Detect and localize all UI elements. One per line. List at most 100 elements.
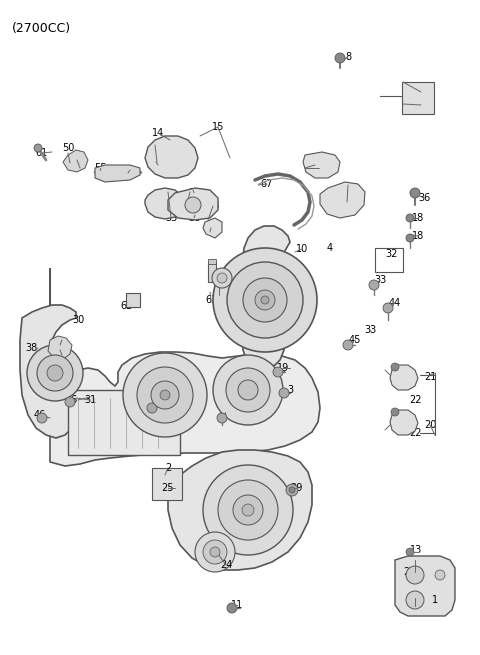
Text: 3: 3 xyxy=(287,385,293,395)
Text: 69: 69 xyxy=(146,413,158,423)
Circle shape xyxy=(242,504,254,516)
Circle shape xyxy=(279,388,289,398)
Bar xyxy=(68,390,180,455)
Polygon shape xyxy=(168,450,312,570)
Text: 10: 10 xyxy=(296,244,308,254)
Circle shape xyxy=(203,540,227,564)
Text: 27: 27 xyxy=(404,567,416,577)
Text: 16: 16 xyxy=(66,395,78,405)
Polygon shape xyxy=(168,188,218,220)
Circle shape xyxy=(273,367,283,377)
Text: 6: 6 xyxy=(404,370,410,380)
Text: 6: 6 xyxy=(404,415,410,425)
Text: 43: 43 xyxy=(293,263,305,273)
Circle shape xyxy=(406,548,414,556)
Text: 63: 63 xyxy=(205,295,217,305)
Circle shape xyxy=(137,367,193,423)
Polygon shape xyxy=(145,188,185,219)
Text: 67: 67 xyxy=(261,179,273,189)
Text: 26: 26 xyxy=(128,293,140,303)
Text: (2700CC): (2700CC) xyxy=(12,22,71,35)
Text: 1: 1 xyxy=(432,595,438,605)
Text: 13: 13 xyxy=(410,545,422,555)
Text: 12: 12 xyxy=(152,400,164,410)
Text: 4: 4 xyxy=(327,243,333,253)
Circle shape xyxy=(217,413,227,423)
Circle shape xyxy=(226,368,270,412)
Bar xyxy=(402,82,434,114)
Text: 51: 51 xyxy=(71,155,83,165)
Text: 2: 2 xyxy=(165,463,171,473)
Text: 50: 50 xyxy=(62,143,74,153)
Text: 58: 58 xyxy=(207,201,219,211)
Circle shape xyxy=(369,280,379,290)
Text: 17: 17 xyxy=(54,340,66,350)
Circle shape xyxy=(37,355,73,391)
Circle shape xyxy=(238,380,258,400)
Text: 5: 5 xyxy=(222,410,228,420)
Circle shape xyxy=(391,363,399,371)
Circle shape xyxy=(343,340,353,350)
Circle shape xyxy=(406,591,424,609)
Circle shape xyxy=(335,53,345,63)
Circle shape xyxy=(261,296,269,304)
Text: 44: 44 xyxy=(389,298,401,308)
Circle shape xyxy=(47,365,63,381)
Text: 14: 14 xyxy=(152,128,164,138)
Text: 33: 33 xyxy=(364,325,376,335)
Polygon shape xyxy=(48,336,72,360)
Text: 23: 23 xyxy=(146,203,158,213)
Polygon shape xyxy=(63,150,88,172)
Text: 54: 54 xyxy=(56,350,68,360)
Circle shape xyxy=(210,547,220,557)
Text: 68: 68 xyxy=(415,100,427,110)
Circle shape xyxy=(410,188,420,198)
Text: 66: 66 xyxy=(415,87,427,97)
Text: 49: 49 xyxy=(254,310,266,320)
Circle shape xyxy=(255,290,275,310)
Text: 31: 31 xyxy=(84,395,96,405)
Polygon shape xyxy=(95,165,140,182)
Text: 59: 59 xyxy=(205,223,217,233)
Circle shape xyxy=(243,278,287,322)
Bar xyxy=(152,468,182,500)
Text: 47: 47 xyxy=(209,273,221,283)
Polygon shape xyxy=(145,136,198,178)
Circle shape xyxy=(213,248,317,352)
Text: 18: 18 xyxy=(412,213,424,223)
Text: 40: 40 xyxy=(222,377,234,387)
Polygon shape xyxy=(243,226,290,368)
Text: 60: 60 xyxy=(188,188,200,198)
Circle shape xyxy=(227,603,237,613)
Text: 56: 56 xyxy=(188,213,200,223)
Text: 4: 4 xyxy=(267,275,273,285)
Polygon shape xyxy=(390,410,418,435)
Circle shape xyxy=(203,465,293,555)
Circle shape xyxy=(27,345,83,401)
Circle shape xyxy=(406,566,424,584)
Circle shape xyxy=(151,381,179,409)
Circle shape xyxy=(160,390,170,400)
Circle shape xyxy=(37,413,47,423)
Text: 38: 38 xyxy=(25,343,37,353)
Text: 29: 29 xyxy=(290,483,302,493)
Text: 7: 7 xyxy=(164,191,170,201)
Text: 25: 25 xyxy=(162,483,174,493)
Text: 19: 19 xyxy=(277,363,289,373)
Polygon shape xyxy=(320,182,365,218)
Text: 8: 8 xyxy=(345,52,351,62)
Text: 18: 18 xyxy=(412,231,424,241)
Polygon shape xyxy=(395,556,455,616)
Text: 42: 42 xyxy=(264,278,276,288)
Circle shape xyxy=(233,495,263,525)
Polygon shape xyxy=(50,268,320,466)
Circle shape xyxy=(218,480,278,540)
Circle shape xyxy=(289,487,295,493)
Text: 39: 39 xyxy=(255,288,267,298)
Circle shape xyxy=(406,234,414,242)
Circle shape xyxy=(34,144,42,152)
Circle shape xyxy=(286,484,298,496)
Text: 24: 24 xyxy=(220,560,232,570)
Circle shape xyxy=(123,353,207,437)
Circle shape xyxy=(195,532,235,572)
